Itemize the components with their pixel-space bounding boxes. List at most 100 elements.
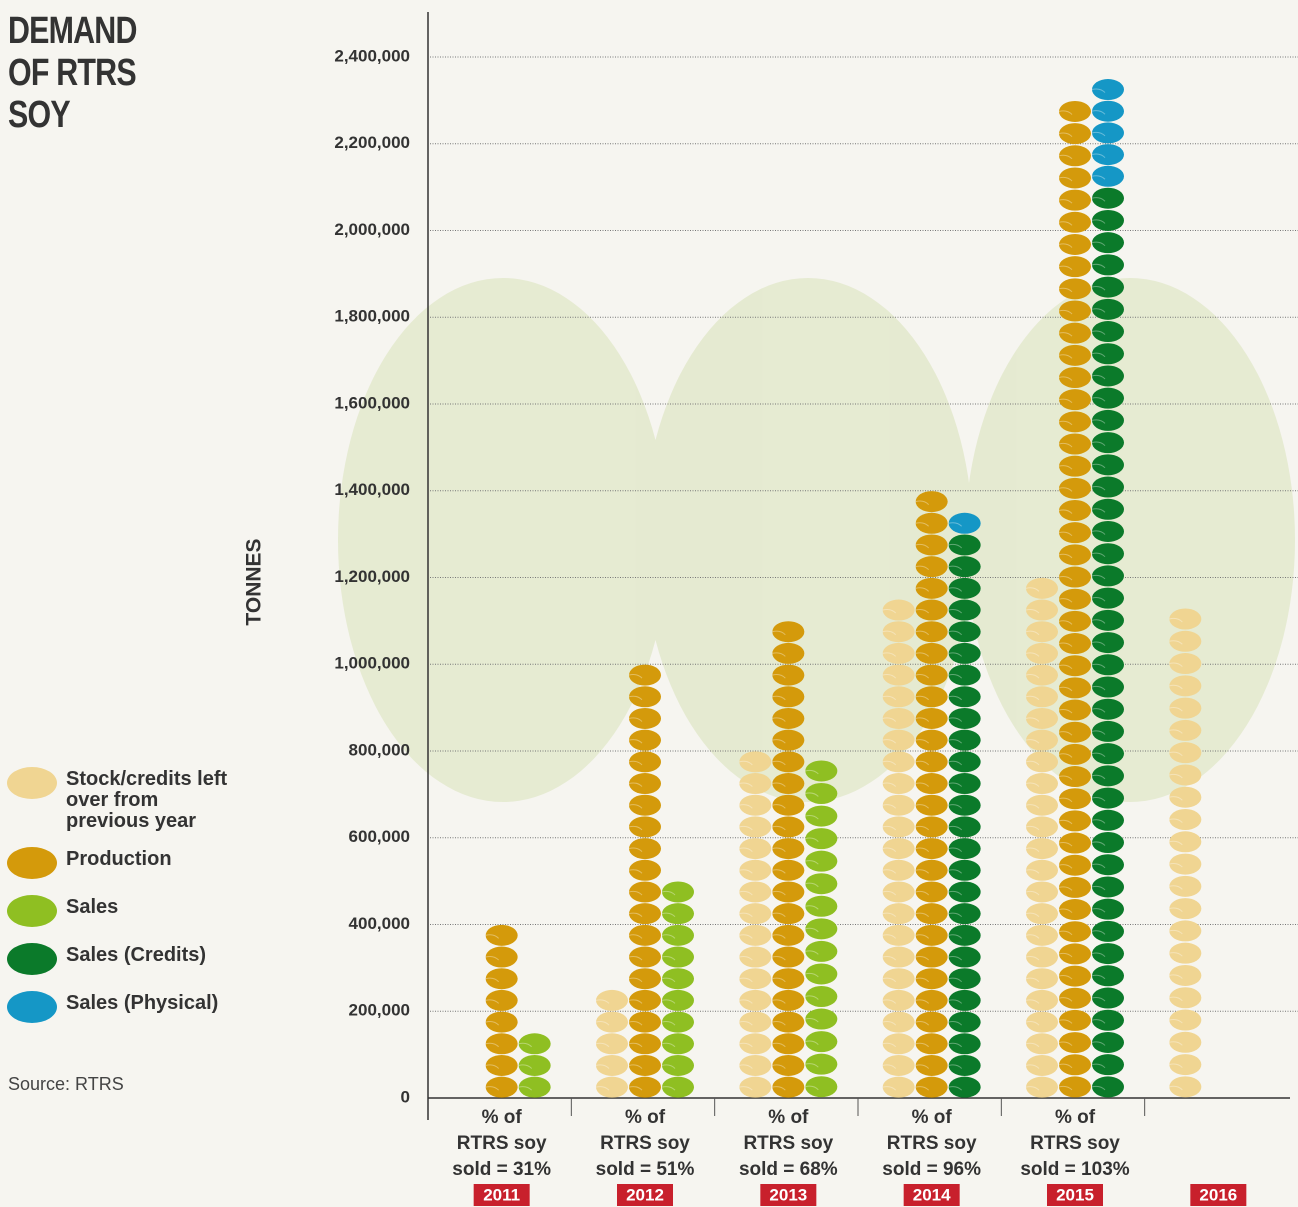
note: % of	[482, 1107, 523, 1128]
bean	[1092, 210, 1124, 231]
bean	[739, 968, 771, 989]
bean	[1092, 499, 1124, 520]
bean	[1026, 903, 1058, 924]
bean	[1026, 643, 1058, 664]
bean	[916, 730, 948, 751]
bean	[1059, 500, 1091, 521]
bean	[883, 751, 915, 772]
bean	[1092, 588, 1124, 609]
bean-stack	[916, 491, 948, 1098]
bean	[883, 773, 915, 794]
bean	[739, 1033, 771, 1054]
bean	[916, 1012, 948, 1033]
bean	[486, 947, 518, 968]
bean	[1092, 743, 1124, 764]
bean	[949, 534, 981, 555]
bean	[883, 621, 915, 642]
x-tick-label: 2011	[483, 1185, 520, 1204]
bean	[805, 918, 837, 939]
bean	[1026, 925, 1058, 946]
x-tick-label: 2012	[626, 1185, 664, 1204]
bean	[1092, 1076, 1124, 1097]
bean	[1092, 943, 1124, 964]
bean	[662, 925, 694, 946]
leaf	[338, 278, 668, 802]
bean	[1169, 809, 1201, 830]
legend-bean	[7, 943, 57, 975]
bean	[805, 896, 837, 917]
bean	[805, 783, 837, 804]
bean	[1169, 609, 1201, 630]
bean	[1059, 190, 1091, 211]
bean	[772, 665, 804, 686]
bean	[772, 1055, 804, 1076]
bean	[805, 986, 837, 1007]
bean-stack	[1092, 188, 1124, 1098]
legend-bean	[7, 991, 57, 1023]
bean	[1059, 101, 1091, 122]
bean	[949, 556, 981, 577]
bean	[772, 1033, 804, 1054]
note: RTRS soy	[1030, 1133, 1120, 1154]
bean	[1092, 765, 1124, 786]
bean	[519, 1033, 551, 1054]
bean	[739, 751, 771, 772]
bean	[883, 686, 915, 707]
bean	[1059, 522, 1091, 543]
bean	[739, 1012, 771, 1033]
bean	[949, 513, 981, 534]
bean	[805, 941, 837, 962]
bean	[805, 1031, 837, 1052]
bean	[883, 795, 915, 816]
bean	[772, 947, 804, 968]
bean-stack	[772, 621, 804, 1097]
bean	[1092, 721, 1124, 742]
chart-title: DEMAND OF RTRS SOY	[8, 10, 152, 136]
bean	[772, 751, 804, 772]
bean	[519, 1077, 551, 1098]
bean	[739, 1077, 771, 1098]
bean	[883, 1012, 915, 1033]
bean	[1059, 1054, 1091, 1075]
bean	[772, 990, 804, 1011]
bean	[1059, 367, 1091, 388]
bean	[805, 760, 837, 781]
bean	[1169, 854, 1201, 875]
bean	[739, 903, 771, 924]
note: % of	[625, 1107, 666, 1128]
bean	[629, 751, 661, 772]
bean	[1059, 234, 1091, 255]
bean	[772, 708, 804, 729]
x-tick-label: 2015	[1056, 1185, 1094, 1204]
bean	[1059, 300, 1091, 321]
bean	[1169, 675, 1201, 696]
bean	[1059, 722, 1091, 743]
bean	[772, 968, 804, 989]
bean	[1059, 1076, 1091, 1097]
bean	[1092, 543, 1124, 564]
bean	[916, 838, 948, 859]
bean	[949, 947, 981, 968]
y-tick-label: 2,200,000	[334, 133, 410, 152]
bean	[772, 925, 804, 946]
bean	[1092, 388, 1124, 409]
bean	[916, 1077, 948, 1098]
bean	[1092, 232, 1124, 253]
bean	[739, 1055, 771, 1076]
bean	[1059, 323, 1091, 344]
legend-label: Sales (Credits)	[66, 945, 246, 966]
bean	[949, 708, 981, 729]
bean	[949, 751, 981, 772]
bean	[883, 990, 915, 1011]
bean	[883, 816, 915, 837]
bean	[1092, 454, 1124, 475]
bean	[1026, 1055, 1058, 1076]
bean	[1092, 299, 1124, 320]
bean	[1026, 578, 1058, 599]
bean	[772, 838, 804, 859]
bean	[1092, 521, 1124, 542]
bean	[1026, 708, 1058, 729]
y-tick-label: 2,400,000	[334, 46, 410, 65]
bean	[1092, 699, 1124, 720]
note: sold = 31%	[452, 1159, 551, 1180]
